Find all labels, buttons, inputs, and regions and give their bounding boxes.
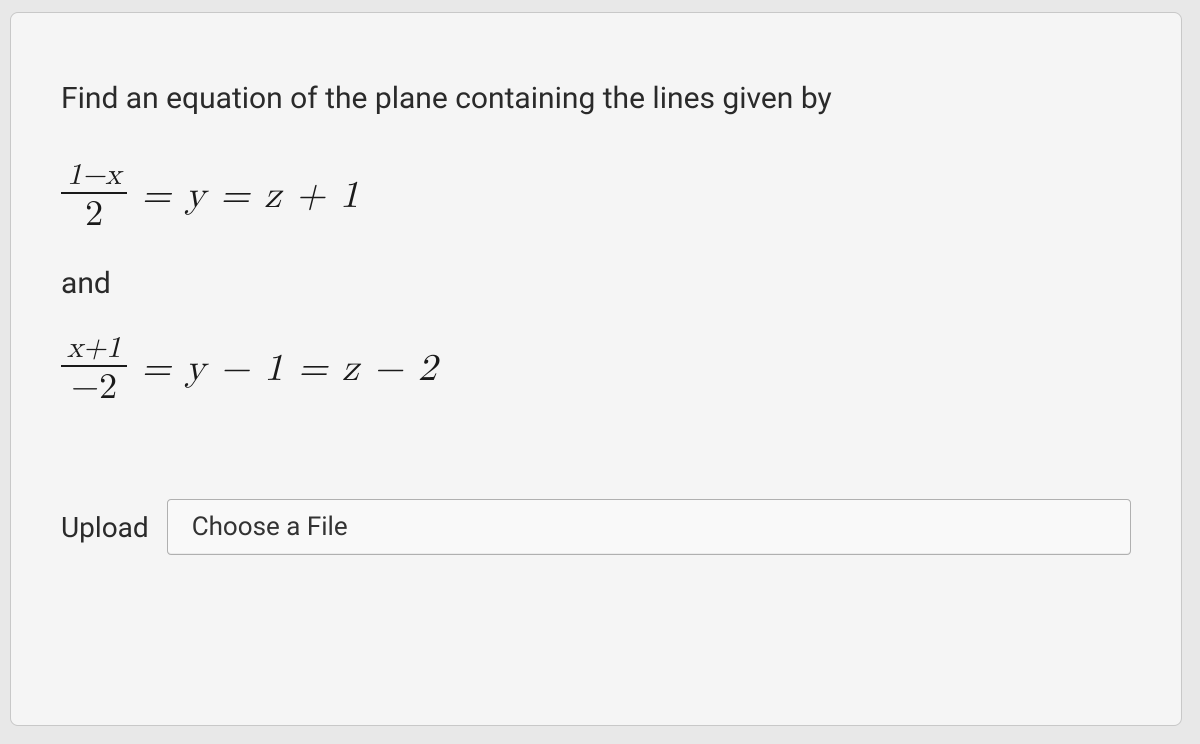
equation-2: x+1 −2 = y − 1 = z − 2 — [61, 329, 1131, 409]
equation-2-rest: = y − 1 = z − 2 — [141, 346, 438, 392]
equation-1: 1−x 2 = y = z + 1 — [61, 156, 1131, 236]
connector-text: and — [61, 266, 1131, 301]
fraction-1: 1−x 2 — [61, 160, 127, 232]
choose-file-button-text: Choose a File — [192, 512, 348, 542]
fraction-2-numerator: x+1 — [61, 333, 127, 365]
fraction-1-numerator: 1−x — [61, 160, 127, 192]
fraction-2-denominator: −2 — [61, 365, 127, 405]
upload-row: Upload Choose a File — [61, 499, 1131, 555]
question-card: Find an equation of the plane containing… — [10, 12, 1182, 726]
question-prompt: Find an equation of the plane containing… — [61, 81, 1131, 116]
upload-label: Upload — [61, 511, 149, 544]
fraction-2: x+1 −2 — [61, 333, 127, 405]
equation-1-rest: = y = z + 1 — [141, 173, 360, 219]
fraction-1-denominator: 2 — [61, 192, 127, 232]
choose-file-button[interactable]: Choose a File — [167, 499, 1131, 555]
